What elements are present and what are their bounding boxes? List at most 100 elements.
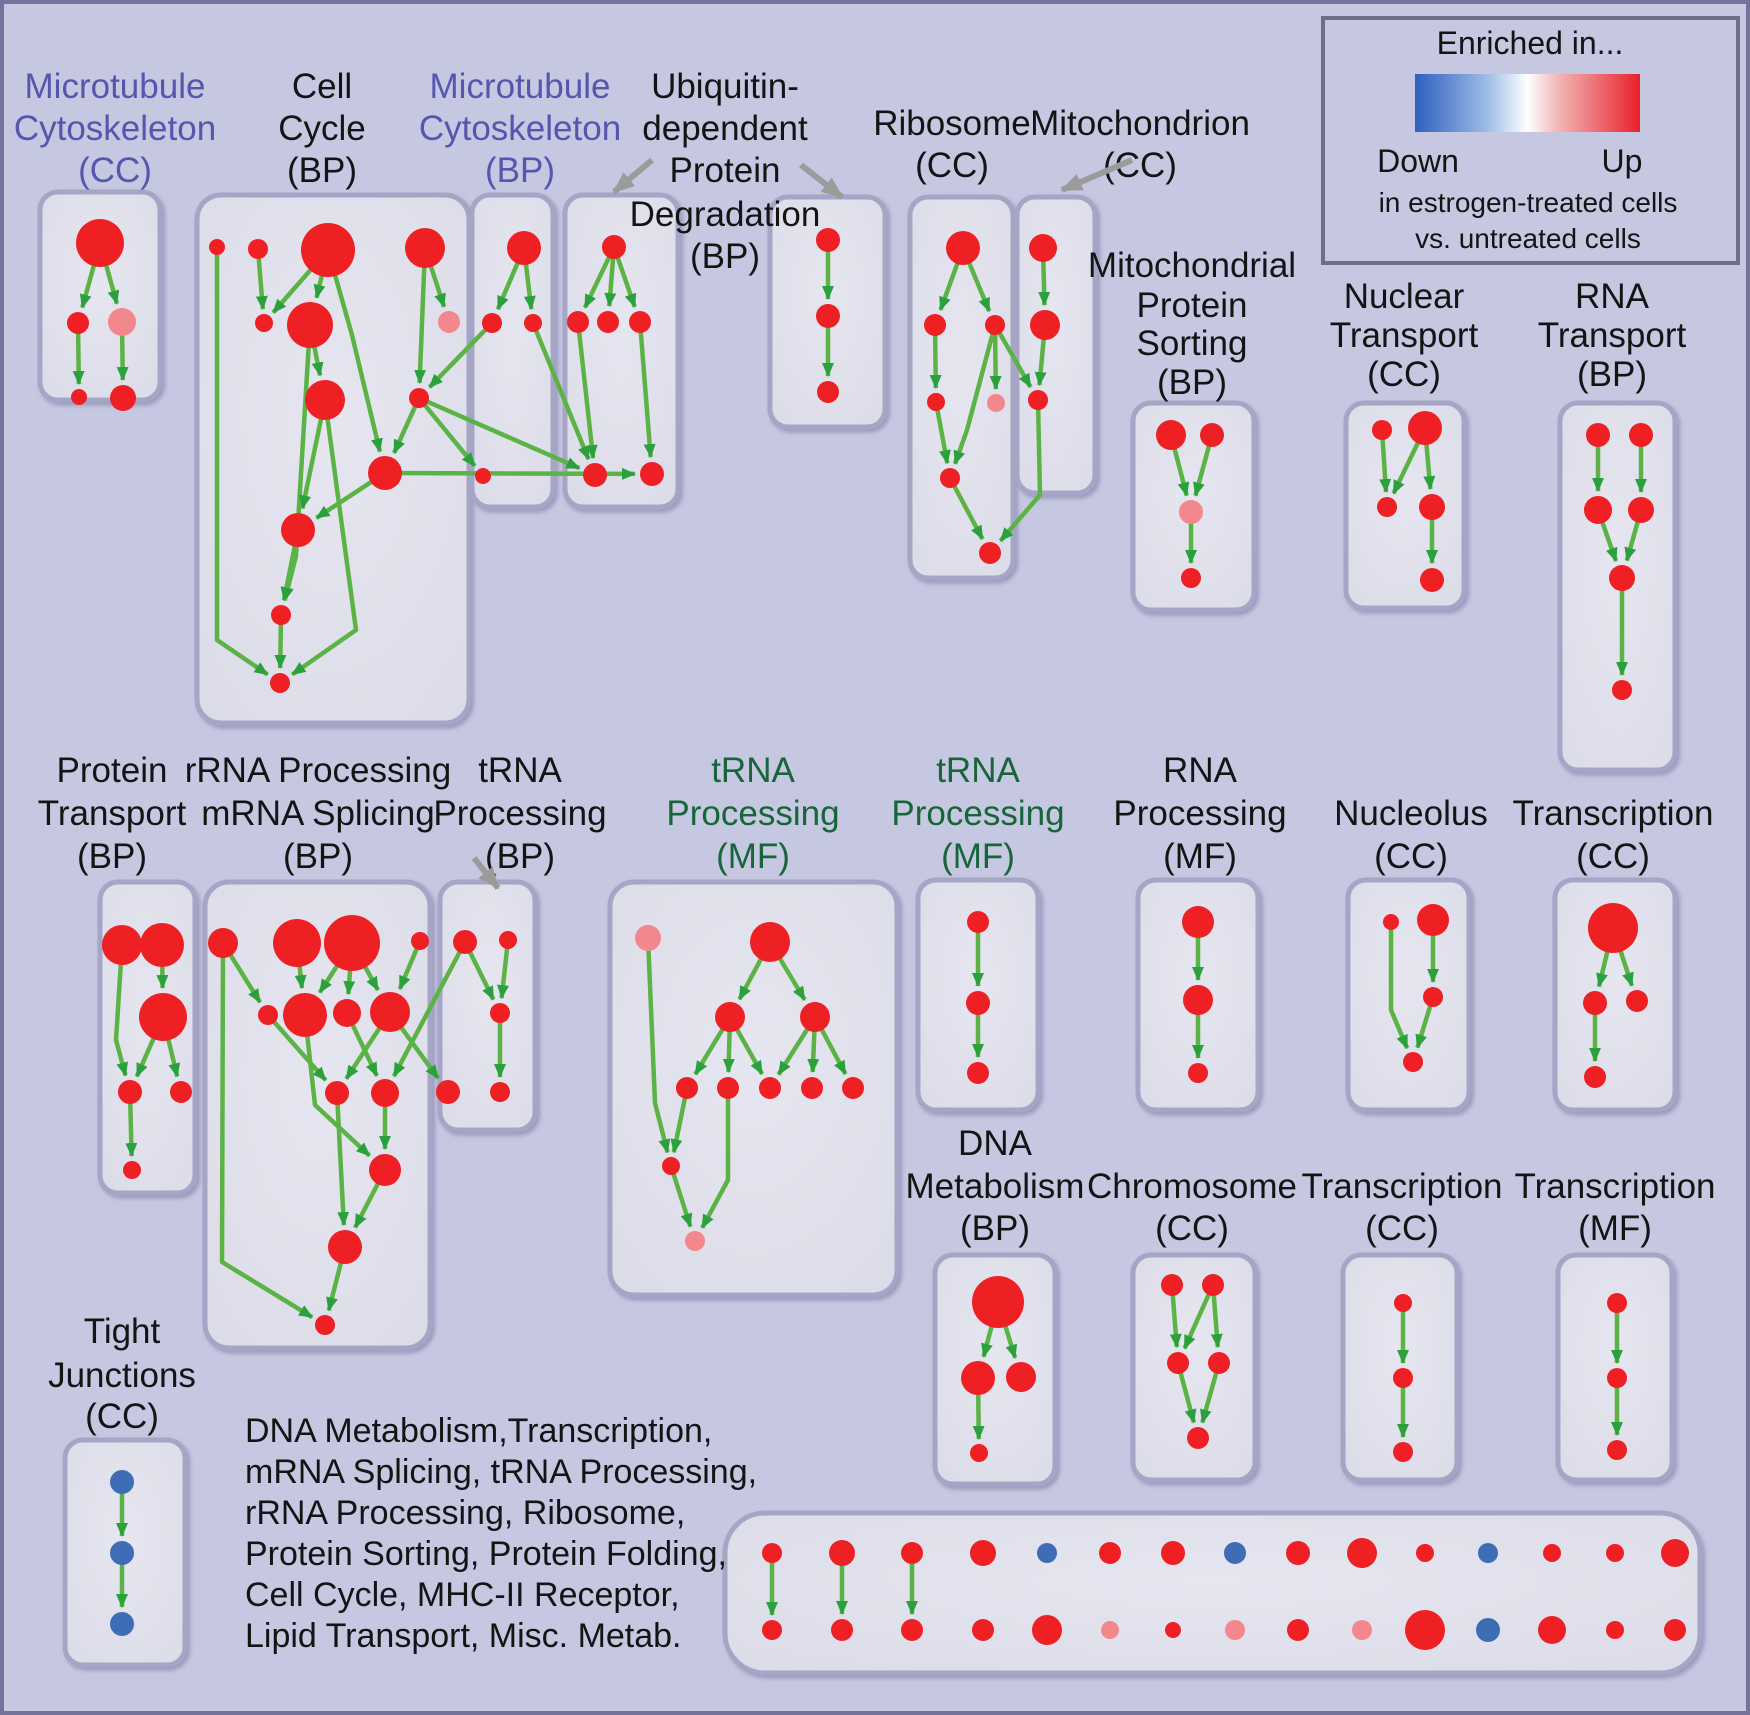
node-trm (490, 1003, 510, 1023)
cluster-box-dna-metabolism-bp (932, 1252, 1058, 1487)
node-st7 (1161, 1541, 1185, 1565)
label-line: (MF) (716, 837, 790, 876)
label-line: mRNA Splicing (201, 794, 434, 833)
node-tmb4 (801, 1077, 823, 1099)
edge-tmb2-tmq (700, 1088, 731, 1229)
node-tmp (635, 925, 661, 951)
node-cc8 (305, 380, 345, 420)
label-line: (BP) (77, 837, 147, 876)
node-tmq (685, 1231, 705, 1251)
label-line: (CC) (1374, 837, 1448, 876)
label-line: (CC) (1155, 1209, 1229, 1248)
node-sb14 (1606, 1621, 1624, 1639)
ubiquitin-callout-right-icon (799, 162, 844, 200)
edge-trt2-trm (497, 939, 511, 1000)
label-dna-metabolism-bp: DNA Metabolism(BP) (906, 1124, 1085, 1248)
node-rrf (315, 1315, 335, 1335)
node-rt2 (1629, 423, 1653, 447)
label-line: (CC) (1365, 1209, 1439, 1248)
legend-down-label: Down (1377, 143, 1459, 179)
cluster-box-nuclear-transport-cc (1343, 400, 1467, 611)
edge-rrm2-rrd1 (302, 1014, 372, 1158)
node-x2 (1393, 1368, 1413, 1388)
note-line: mRNA Splicing, tRNA Processing, (245, 1453, 757, 1491)
edge-rb6-rb7 (948, 476, 985, 540)
edge-cc9-u1p (418, 395, 581, 471)
label-rna-processing-mf: RNA Processing (MF) (1113, 751, 1286, 876)
edge-cc2-cc5 (255, 248, 268, 311)
node-rb6 (940, 468, 960, 488)
node-u1q (640, 462, 664, 486)
label-line: Cytoskeleton (419, 109, 621, 148)
label-line: tRNA (711, 751, 795, 790)
label-line: Processing (433, 794, 606, 833)
label-line: RNA (1575, 277, 1650, 316)
label-line: Degradation (630, 195, 821, 234)
node-cc13 (270, 673, 290, 693)
node-pt5 (170, 1081, 192, 1103)
label-line: (CC) (85, 1397, 159, 1436)
node-sb7 (1165, 1622, 1181, 1638)
label-line: Junctions (48, 1356, 196, 1395)
node-sb6 (1101, 1621, 1119, 1639)
edge-rrt1-rrf (219, 942, 314, 1320)
label-trna-processing-mf-1: tRNA Processing (MF) (666, 751, 839, 876)
label-trna-processing-mf-2: tRNA Processing (MF) (891, 751, 1064, 876)
node-cc4 (405, 228, 445, 268)
edge-cc9-cc10 (392, 397, 422, 454)
edge-rrl1-rrd2 (334, 1092, 350, 1227)
label-line: Ribosome (873, 104, 1031, 143)
node-t2c (967, 1062, 989, 1084)
node-u1p (583, 463, 607, 487)
edge-cc8-cc13 (291, 399, 359, 677)
node-cht1 (1161, 1274, 1183, 1296)
node-x1 (1394, 1294, 1412, 1312)
node-tcf (1584, 1066, 1606, 1088)
label-line: Microtubule (430, 67, 611, 106)
edge-rb3-rb5 (989, 324, 1002, 391)
node-cc3 (301, 223, 355, 277)
node-sb2 (831, 1619, 853, 1641)
node-dm4 (970, 1444, 988, 1462)
node-trb2 (490, 1082, 510, 1102)
node-st4 (970, 1540, 996, 1566)
node-rrm2 (283, 993, 327, 1037)
label-chromosome-cc: Chromosome(CC) (1087, 1167, 1297, 1248)
node-sb12 (1476, 1618, 1500, 1642)
label-line: Protein (670, 151, 781, 190)
node-ms4 (1181, 568, 1201, 588)
cluster-box-chromosome-cc (1130, 1252, 1258, 1483)
node-rt6 (1612, 680, 1632, 700)
cluster-box-mitochondrion-cc (1014, 194, 1098, 496)
node-sb10 (1352, 1620, 1372, 1640)
label-line: RNA (1163, 751, 1238, 790)
label-transcription-mf: Transcription(MF) (1515, 1167, 1716, 1248)
note-line: Protein Sorting, Protein Folding, (245, 1535, 727, 1573)
node-mb2 (482, 313, 502, 333)
node-y2 (1607, 1368, 1627, 1388)
label-line: Transport (1330, 316, 1479, 355)
label-line: Cytoskeleton (14, 109, 216, 148)
edge-rrm1-rrl1 (266, 1013, 328, 1082)
label-line: (CC) (78, 151, 152, 190)
node-u1t (602, 235, 626, 259)
node-tmr (662, 1157, 680, 1175)
cluster-box-transcription-cc-2 (1340, 1252, 1460, 1483)
node-y3 (1607, 1440, 1627, 1460)
node-rrt3 (324, 915, 380, 971)
node-rb5 (987, 394, 1005, 412)
node-pt2 (140, 923, 184, 967)
label-line: Microtubule (25, 67, 206, 106)
node-nt3 (1377, 497, 1397, 517)
node-pt6 (123, 1161, 141, 1179)
node-mb1 (507, 231, 541, 265)
label-line: Transcription (1513, 794, 1714, 833)
node-ms2 (1200, 423, 1224, 447)
node-st8 (1224, 1542, 1246, 1564)
node-tj3 (110, 1612, 134, 1636)
label-line: (BP) (287, 151, 357, 190)
node-rb2 (924, 314, 946, 336)
cluster-box-ribosome-cc (907, 194, 1016, 581)
